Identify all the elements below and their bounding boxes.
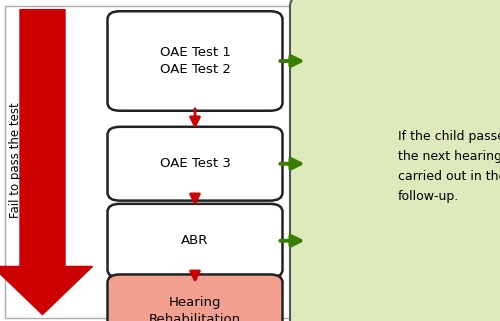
FancyBboxPatch shape [108, 274, 282, 321]
Text: ABR: ABR [182, 234, 208, 247]
FancyBboxPatch shape [290, 0, 500, 321]
FancyBboxPatch shape [108, 11, 282, 111]
FancyBboxPatch shape [108, 204, 282, 278]
Text: OAE Test 1
OAE Test 2: OAE Test 1 OAE Test 2 [160, 46, 230, 76]
Polygon shape [0, 10, 92, 315]
Text: OAE Test 3: OAE Test 3 [160, 157, 230, 170]
Text: Hearing
Rehabilitation: Hearing Rehabilitation [149, 296, 241, 321]
Text: Fail to pass the test: Fail to pass the test [10, 103, 22, 218]
Text: If the child passed any test,
the next hearing test will be
carried out in the 4: If the child passed any test, the next h… [398, 130, 500, 204]
FancyBboxPatch shape [108, 127, 282, 201]
